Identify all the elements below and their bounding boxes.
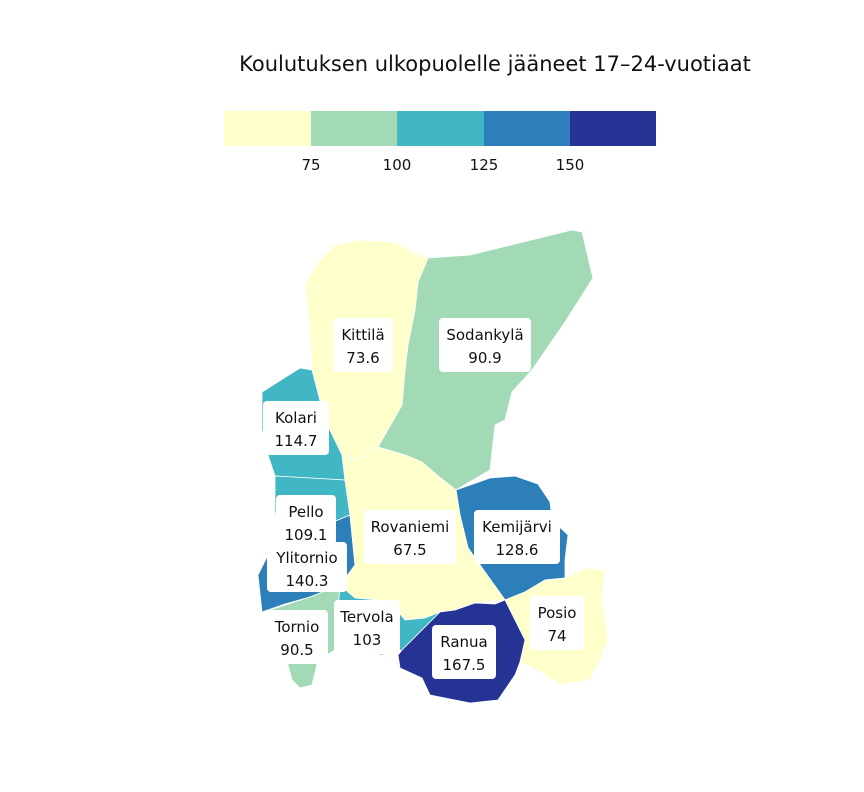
legend-tick-100: 100 [383,156,412,174]
legend-swatch-0 [224,111,311,146]
legend-tick-125: 125 [470,156,499,174]
label-kolari-name: Kolari [275,409,317,427]
label-posio-value: 74 [547,627,566,645]
legend-tick-150: 150 [556,156,585,174]
label-kolari-value: 114.7 [275,432,318,450]
label-pello-value: 109.1 [285,526,328,544]
label-tornio-value: 90.5 [280,641,313,659]
label-ylitornio-value: 140.3 [286,572,329,590]
label-tornio-name: Tornio [274,618,320,636]
label-posio-name: Posio [538,604,577,622]
label-sodankyla-value: 90.9 [468,349,501,367]
map-title: Koulutuksen ulkopuolelle jääneet 17–24-v… [239,52,751,76]
label-sodankyla: Sodankylä 90.9 [439,318,531,372]
label-tornio: Tornio 90.5 [266,610,328,664]
label-ylitornio: Ylitornio 140.3 [267,542,347,592]
label-pello-name: Pello [288,503,323,521]
label-ranua: Ranua 167.5 [432,625,496,679]
label-posio: Posio 74 [530,596,584,650]
legend-swatch-1 [311,111,397,146]
legend-swatch-3 [484,111,570,146]
label-rovaniemi-name: Rovaniemi [371,518,450,536]
label-pello: Pello 109.1 [276,495,336,545]
label-ylitornio-name: Ylitornio [275,549,337,567]
label-sodankyla-name: Sodankylä [446,326,523,344]
label-kittila-value: 73.6 [346,349,379,367]
label-kemijarvi: Kemijärvi 128.6 [474,510,560,564]
legend-tick-75: 75 [301,156,320,174]
label-ranua-name: Ranua [440,633,488,651]
label-kittila-name: Kittilä [341,326,384,344]
label-kemijarvi-name: Kemijärvi [482,518,552,536]
label-tervola-name: Tervola [339,608,393,626]
label-rovaniemi-value: 67.5 [393,541,426,559]
label-ranua-value: 167.5 [443,656,486,674]
label-kemijarvi-value: 128.6 [496,541,539,559]
legend-swatch-4 [570,111,656,146]
label-kittila: Kittilä 73.6 [333,318,393,372]
label-kolari: Kolari 114.7 [263,401,329,455]
legend-swatch-2 [397,111,484,146]
label-rovaniemi: Rovaniemi 67.5 [364,510,456,564]
color-legend: 75 100 125 150 [224,111,656,174]
label-tervola-value: 103 [353,631,382,649]
label-tervola: Tervola 103 [334,600,400,654]
